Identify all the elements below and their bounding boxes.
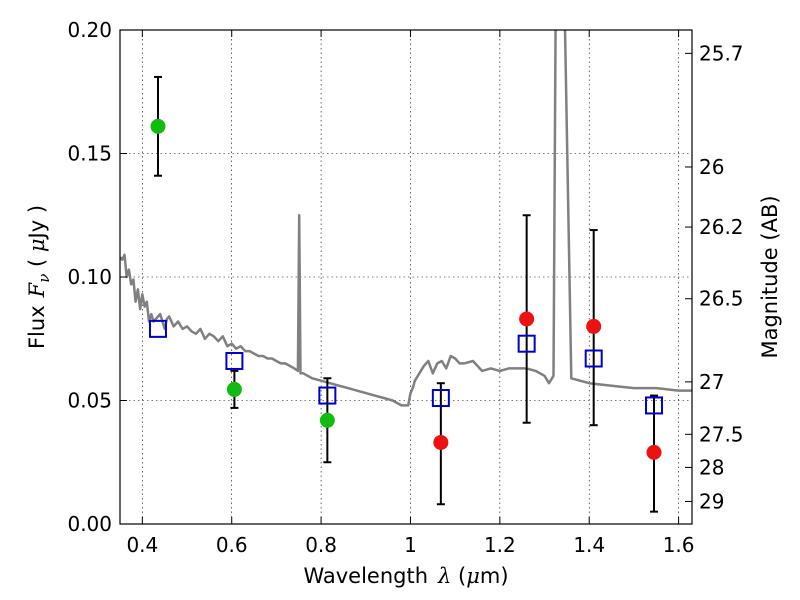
model-square-marker: [431, 389, 450, 408]
model-square-marker: [148, 319, 167, 338]
photometry-point: [150, 118, 166, 134]
plot-area: [120, 30, 692, 513]
photometry-point: [226, 381, 242, 397]
axes: 0.4 0.6 0.8 1 1.2 1.4 1.6 0.00 0.05 0.10 0.15 0.20 2…: [67, 18, 743, 557]
y-tick-label: 0.15: [67, 142, 112, 166]
x-tick-label: 1.4: [573, 533, 605, 557]
photometry-point: [646, 444, 662, 460]
spectrum-line: [120, 30, 692, 407]
x-tick-label: 1.6: [663, 533, 695, 557]
photometry-point: [586, 318, 602, 334]
y2-axis-label: Magnitude (AB): [758, 195, 782, 358]
x-tick-label: 0.6: [216, 533, 248, 557]
y-axis-label: FluxFν ( μJy ): [25, 205, 53, 349]
x-axis-label: Wavelength λ (μm): [303, 564, 508, 588]
y2-tick-label: 29: [699, 489, 724, 513]
photometry-point: [319, 412, 335, 428]
x-tick-label: 1.2: [484, 533, 516, 557]
y2-tick-label: 26.5: [699, 287, 744, 311]
x-tick-label: 0.8: [305, 533, 337, 557]
y2-tick-label: 26.2: [699, 215, 744, 239]
model-square-marker: [517, 334, 536, 353]
y2-tick-label: 27.5: [699, 422, 744, 446]
photometry-point: [433, 434, 449, 450]
model-square-marker: [584, 349, 603, 368]
y-tick-label: 0.10: [67, 265, 112, 289]
model-square-marker: [225, 351, 244, 370]
x-tick-label: 0.4: [126, 533, 158, 557]
photometry-point: [519, 311, 535, 327]
model-square-marker: [318, 386, 337, 405]
y2-tick-label: 27: [699, 370, 724, 394]
y-tick-label: 0.00: [67, 512, 112, 536]
y2-tick-label: 26: [699, 155, 724, 179]
x-tick-label: 1: [404, 533, 417, 557]
y-tick-label: 0.20: [67, 18, 112, 42]
y2-tick-label: 28: [699, 455, 724, 479]
model-square-marker: [645, 396, 664, 415]
y2-tick-label: 25.7: [699, 41, 744, 65]
y-tick-label: 0.05: [67, 389, 112, 413]
